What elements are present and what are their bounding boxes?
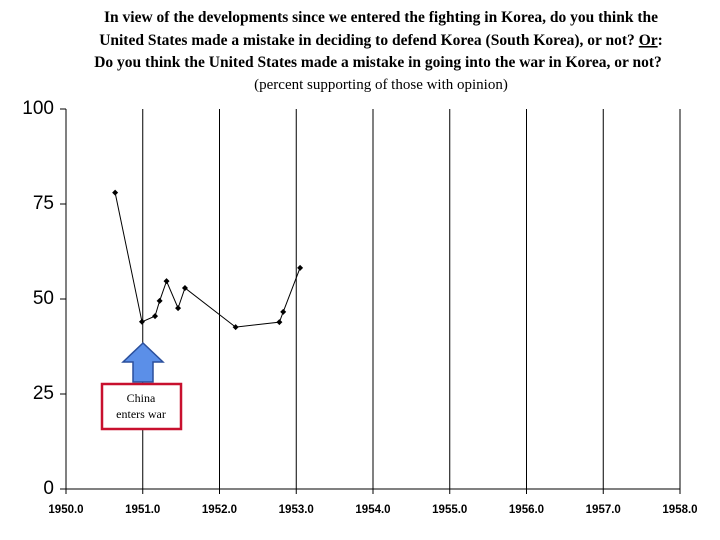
data-point — [112, 189, 119, 196]
data-point — [276, 319, 283, 326]
x-tick-label: 1958.0 — [662, 504, 697, 516]
chart-title: In view of the developments since we ent… — [104, 9, 658, 26]
y-tick-label: 75 — [33, 193, 54, 214]
annotation-text: enters war — [116, 407, 166, 421]
data-point — [297, 264, 304, 271]
chart-title: Do you think the United States made a mi… — [94, 54, 662, 71]
y-tick-label: 25 — [33, 383, 54, 404]
data-point — [280, 308, 287, 315]
annotation-arrow — [121, 341, 165, 383]
x-tick-label: 1952.0 — [202, 504, 237, 516]
y-tick-label: 100 — [22, 98, 54, 119]
data-point — [163, 278, 170, 285]
data-point — [138, 318, 145, 325]
chart-subtitle: (percent supporting of those with opinio… — [254, 77, 508, 93]
annotation-box — [100, 382, 183, 431]
data-point — [152, 313, 159, 320]
x-tick-label: 1955.0 — [432, 504, 467, 516]
x-tick-label: 1950.0 — [48, 504, 83, 516]
chart-title: : — [658, 32, 663, 49]
chart-title: Or — [639, 32, 658, 49]
data-point — [232, 324, 239, 331]
data-point — [181, 284, 188, 291]
x-tick-label: 1951.0 — [125, 504, 160, 516]
y-tick-label: 50 — [33, 288, 54, 309]
data-point — [156, 297, 163, 304]
x-tick-label: 1956.0 — [509, 504, 544, 516]
x-tick-label: 1957.0 — [586, 504, 621, 516]
x-tick-label: 1954.0 — [355, 504, 390, 516]
annotation-text: China — [127, 391, 156, 405]
data-point — [175, 305, 182, 312]
y-tick-label: 0 — [43, 478, 54, 499]
chart-title: United States made a mistake in deciding… — [99, 32, 635, 49]
x-tick-label: 1953.0 — [279, 504, 314, 516]
chart-title: United States made a mistake in deciding… — [99, 32, 663, 49]
